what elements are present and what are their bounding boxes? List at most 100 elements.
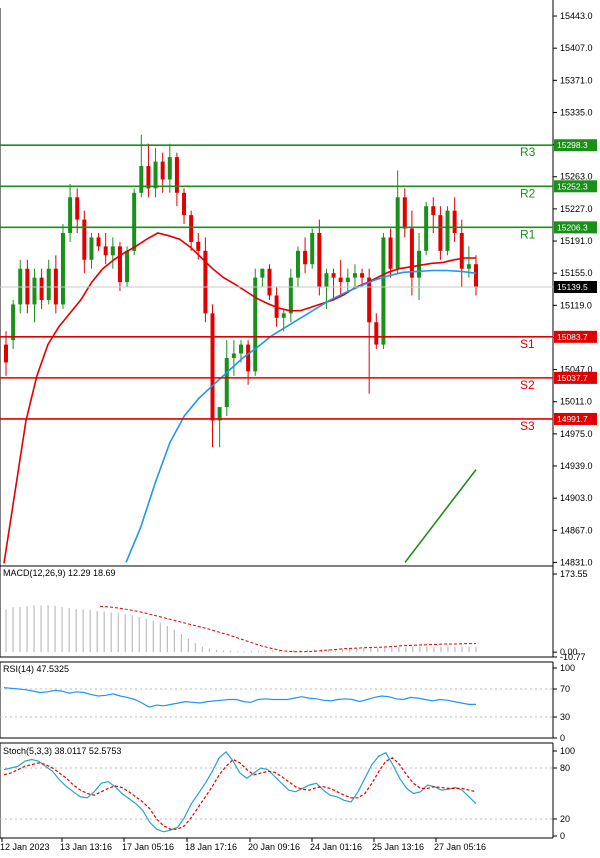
- rsi-tick-label: 100: [560, 663, 575, 673]
- candle-body: [132, 192, 137, 251]
- candle-body: [352, 273, 357, 278]
- y-tick-label: 15407.0: [560, 43, 593, 53]
- candle-body: [4, 344, 8, 363]
- stoch-pane: Stoch(5,3,3) 38.0117 52.5753 100 80 20 0: [0, 742, 575, 841]
- candle-body: [110, 246, 115, 256]
- candle-body: [295, 250, 300, 278]
- stoch-tick-label: 20: [560, 814, 570, 824]
- candle-body: [46, 268, 51, 300]
- candle-body: [367, 277, 372, 323]
- stoch-tick-label: 80: [560, 763, 570, 773]
- y-tick-label: 14867.0: [560, 525, 593, 535]
- candle-body: [117, 246, 122, 283]
- rsi-line: [3, 687, 476, 708]
- level-tag-bg: [554, 330, 597, 343]
- level-name-r2: R2: [520, 186, 536, 200]
- candle-body: [267, 268, 272, 296]
- candle-body: [338, 277, 343, 283]
- level-tag-bg: [554, 412, 597, 425]
- macd-tick-label: -10.77: [560, 652, 586, 662]
- candle-body: [174, 157, 179, 193]
- y-tick-label: 15443.0: [560, 11, 593, 21]
- candle-body: [60, 232, 65, 305]
- candle-body: [103, 246, 108, 256]
- candle-body: [82, 219, 87, 260]
- candles-group: [4, 134, 478, 448]
- y-tick-label: 15119.0: [560, 300, 592, 310]
- y-tick-label: 15011.0: [560, 397, 592, 407]
- x-tick-label: 25 Jan 13:16: [372, 842, 424, 852]
- candle-body: [39, 277, 44, 300]
- stoch-tick-label: 0: [560, 831, 565, 841]
- level-tag-label: 15298.3: [557, 140, 588, 150]
- macd-title: MACD(12,26,9) 12.29 18.69: [3, 568, 116, 578]
- level-tag-bg: [554, 371, 597, 384]
- candle-body: [324, 273, 329, 287]
- candle-body: [310, 232, 315, 265]
- candle-body: [210, 313, 215, 421]
- level-tag-label: 14991.7: [557, 414, 588, 424]
- level-tag-label: 15037.7: [557, 373, 588, 383]
- macd-pane: MACD(12,26,9) 12.29 18.69 173.55 0.00-10.7…: [0, 566, 588, 662]
- trend-line: [404, 469, 477, 563]
- candle-body: [167, 157, 172, 180]
- candle-body: [182, 192, 187, 216]
- candle-body: [224, 357, 229, 408]
- candle-body: [288, 277, 293, 314]
- candle-body: [431, 206, 436, 216]
- candle-body: [395, 197, 400, 269]
- level-name-s1: S1: [520, 337, 535, 351]
- candle-body: [11, 304, 16, 341]
- x-tick-label: 27 Jan 05:16: [434, 842, 486, 852]
- candle-body: [139, 166, 144, 193]
- y-tick-label: 15191.0: [560, 236, 593, 246]
- candle-body: [452, 210, 457, 233]
- candle-body: [345, 277, 350, 283]
- level-tag-bg: [554, 139, 597, 152]
- candle-body: [424, 206, 429, 251]
- x-tick-label: 12 Jan 2023: [0, 842, 50, 852]
- y-tick-label: 15371.0: [560, 75, 593, 85]
- candle-body: [146, 166, 151, 189]
- rsi-tick-label: 0: [560, 733, 565, 743]
- level-tag-bg: [554, 180, 597, 193]
- candle-body: [68, 197, 73, 233]
- x-tick-label: 17 Jan 05:16: [122, 842, 174, 852]
- candle-body: [438, 215, 443, 251]
- candle-body: [317, 232, 322, 287]
- x-tick-label: 20 Jan 09:16: [248, 842, 300, 852]
- candle-body: [474, 264, 478, 287]
- candle-body: [89, 237, 94, 260]
- candle-body: [360, 273, 365, 278]
- main-price-pane: 15443.015407.015371.015335.015299.015263…: [0, 0, 597, 567]
- candle-body: [217, 407, 222, 421]
- current-price-label: 15139.5: [557, 282, 588, 292]
- stoch-tick-label: 100: [560, 746, 575, 756]
- y-tick-label: 15263.0: [560, 172, 593, 182]
- x-tick-label: 13 Jan 13:16: [60, 842, 112, 852]
- candle-body: [388, 237, 393, 269]
- candle-body: [303, 250, 308, 265]
- y-tick-label: 14975.0: [560, 429, 593, 439]
- rsi-pane: RSI(14) 47.5325 100 70 30 0: [0, 661, 575, 743]
- candle-body: [196, 241, 201, 251]
- level-tag-label: 15252.3: [557, 181, 588, 191]
- current-price-tag-bg: [554, 281, 597, 293]
- candle-body: [374, 322, 379, 345]
- rsi-tick-label: 30: [560, 712, 570, 722]
- candle-body: [417, 250, 422, 278]
- candle-body: [231, 353, 236, 358]
- rsi-title: RSI(14) 47.5325: [3, 664, 69, 674]
- candle-body: [153, 161, 158, 189]
- level-tag-label: 15206.3: [557, 222, 588, 232]
- candle-body: [32, 277, 37, 305]
- level-tag-bg: [554, 221, 597, 234]
- stoch-title: Stoch(5,3,3) 38.0117 52.5753: [3, 746, 121, 756]
- candle-body: [125, 250, 130, 283]
- candle-body: [402, 197, 407, 229]
- level-name-r3: R3: [520, 145, 536, 159]
- stoch-main-line: [3, 751, 477, 833]
- macd-tick-label: 0.00: [560, 647, 578, 657]
- candle-body: [331, 273, 336, 278]
- x-tick-label: 24 Jan 01:16: [310, 842, 362, 852]
